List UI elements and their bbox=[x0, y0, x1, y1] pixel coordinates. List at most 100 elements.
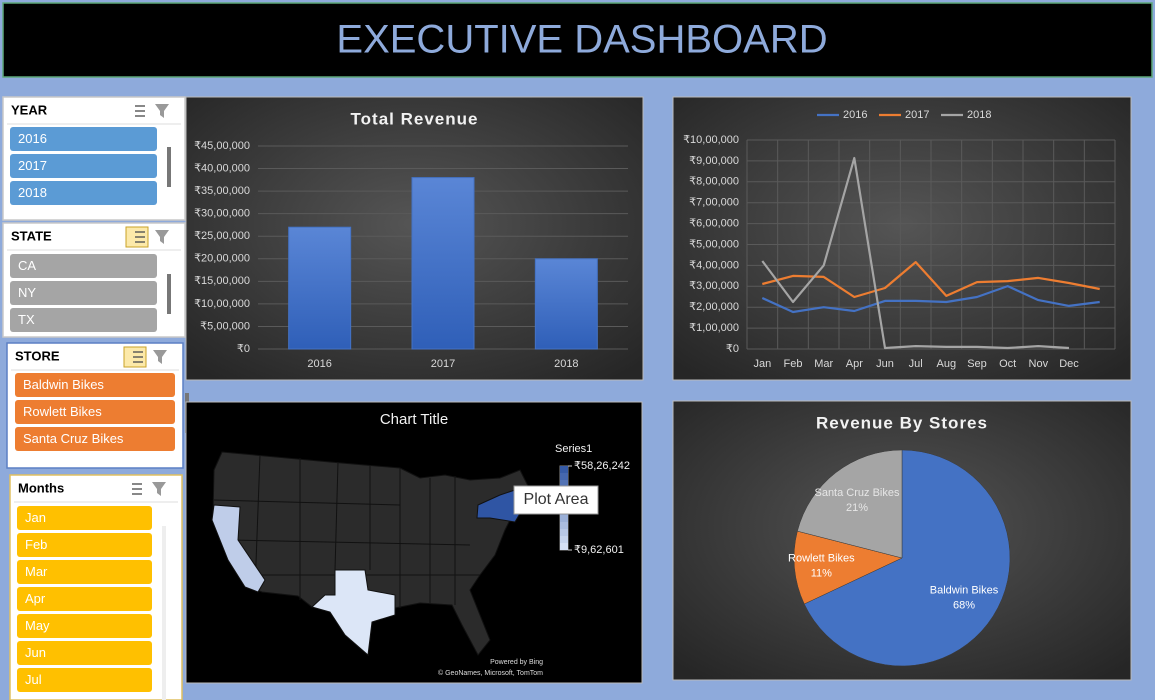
chart-title: Chart Title bbox=[380, 411, 448, 428]
slicer-scrollbar bbox=[167, 274, 171, 314]
slicer-item-label[interactable]: May bbox=[25, 618, 50, 633]
slicer-item[interactable] bbox=[15, 400, 175, 424]
pie-slice bbox=[797, 449, 903, 559]
dashboard-title: EXECUTIVE DASHBOARD bbox=[336, 18, 827, 62]
x-tick-label: Nov bbox=[1029, 358, 1049, 370]
y-tick-label: ₹8,00,000 bbox=[689, 176, 739, 188]
x-tick-label: Sep bbox=[967, 358, 987, 370]
chart-area bbox=[672, 96, 1132, 381]
slicer-item-label[interactable]: Feb bbox=[25, 537, 47, 552]
slicer: STORE Baldwin Bikes Rowlett Bikes Santa Cru… bbox=[6, 342, 189, 469]
color-scale-step bbox=[560, 466, 568, 473]
slicer-item-label[interactable]: Baldwin Bikes bbox=[23, 377, 104, 392]
slicer-item-label[interactable]: Jun bbox=[25, 645, 46, 660]
slicer-item[interactable] bbox=[15, 373, 175, 397]
bar bbox=[534, 258, 598, 350]
y-tick-label: ₹15,00,000 bbox=[194, 275, 250, 287]
slicer-item[interactable] bbox=[10, 127, 157, 151]
slicer-item-label[interactable]: Jul bbox=[25, 672, 42, 687]
y-tick-label: ₹1,00,000 bbox=[689, 322, 739, 334]
slicer-title: Months bbox=[18, 480, 64, 495]
slicer: STATE CA NY TX bbox=[2, 222, 186, 338]
slicer-title: YEAR bbox=[11, 102, 48, 117]
slicer: YEAR 2016 2017 2018 bbox=[2, 96, 186, 221]
map-region bbox=[311, 569, 396, 656]
map-region bbox=[211, 504, 266, 593]
slice-label: Baldwin Bikes bbox=[930, 584, 999, 596]
tooltip bbox=[513, 485, 599, 515]
chart-title: Revenue By Stores bbox=[816, 413, 988, 432]
y-tick-label: ₹30,00,000 bbox=[194, 208, 250, 220]
slicer-item-label[interactable]: Apr bbox=[25, 591, 46, 606]
slicer-item-label[interactable]: Santa Cruz Bikes bbox=[23, 431, 124, 446]
slicer-item[interactable] bbox=[10, 254, 157, 278]
x-tick-label: Feb bbox=[784, 358, 803, 370]
map-credit: Powered by Bing bbox=[490, 659, 543, 666]
x-tick-label: Apr bbox=[846, 358, 863, 370]
y-tick-label: ₹20,00,000 bbox=[194, 253, 250, 265]
y-tick-label: ₹0 bbox=[237, 343, 250, 355]
legend-title: Series1 bbox=[555, 443, 592, 455]
slicer-item[interactable] bbox=[10, 308, 157, 332]
map-credit: © GeoNames, Microsoft, TomTom bbox=[438, 669, 543, 677]
slicer-item[interactable] bbox=[17, 533, 152, 557]
slicer-item-label[interactable]: CA bbox=[18, 258, 36, 273]
y-tick-label: ₹5,00,000 bbox=[200, 320, 250, 332]
slicer-item-label[interactable]: Mar bbox=[25, 564, 48, 579]
slicer-item-label[interactable]: Rowlett Bikes bbox=[23, 404, 102, 419]
clear-filter-icon[interactable] bbox=[153, 350, 167, 364]
slicer-item-label[interactable]: NY bbox=[18, 285, 36, 300]
state-border bbox=[334, 461, 339, 571]
slicer-item[interactable] bbox=[17, 641, 152, 665]
y-tick-label: ₹10,00,000 bbox=[194, 298, 250, 310]
slicer-item[interactable] bbox=[17, 560, 152, 584]
state-border bbox=[213, 499, 401, 506]
slice-value-label: 21% bbox=[846, 502, 868, 514]
state-border bbox=[229, 539, 471, 546]
slicer-item[interactable] bbox=[10, 154, 157, 178]
x-tick-label: Oct bbox=[999, 358, 1016, 370]
y-tick-label: ₹7,00,000 bbox=[689, 197, 739, 209]
y-tick-label: ₹35,00,000 bbox=[194, 185, 250, 197]
x-tick-label: Jun bbox=[876, 358, 894, 370]
y-tick-label: ₹5,00,000 bbox=[689, 238, 739, 250]
clear-filter-icon[interactable] bbox=[152, 482, 166, 496]
y-tick-label: ₹3,00,000 bbox=[689, 280, 739, 292]
pie-slice bbox=[793, 530, 903, 605]
clear-filter-icon[interactable] bbox=[155, 104, 169, 118]
slicer-title: STORE bbox=[15, 348, 60, 363]
slicer-item-label[interactable]: Jan bbox=[25, 510, 46, 525]
chart-title: Total Revenue bbox=[351, 109, 479, 128]
slicer-item-label[interactable]: TX bbox=[18, 312, 35, 327]
slicer-item[interactable] bbox=[15, 427, 175, 451]
x-tick-label: Jul bbox=[909, 358, 923, 370]
y-tick-label: ₹40,00,000 bbox=[194, 162, 250, 174]
color-tick-label: ₹58,26,242 bbox=[574, 460, 630, 472]
slicer-item[interactable] bbox=[10, 281, 157, 305]
y-tick-label: ₹25,00,000 bbox=[194, 230, 250, 242]
slicer-item-label[interactable]: 2016 bbox=[18, 131, 47, 146]
y-tick-label: ₹4,00,000 bbox=[689, 259, 739, 271]
slicer-item[interactable] bbox=[17, 668, 152, 692]
bar bbox=[411, 177, 475, 350]
color-scale-step bbox=[560, 522, 568, 529]
slicer-item[interactable] bbox=[17, 506, 152, 530]
slicer-item[interactable] bbox=[17, 614, 152, 638]
bar bbox=[288, 226, 352, 350]
slicer-item[interactable] bbox=[10, 181, 157, 205]
clear-filter-icon[interactable] bbox=[155, 230, 169, 244]
slice-label: Santa Cruz Bikes bbox=[814, 487, 899, 499]
slice-value-label: 11% bbox=[811, 568, 832, 580]
x-tick-label: Jan bbox=[753, 358, 771, 370]
y-tick-label: ₹6,00,000 bbox=[689, 218, 739, 230]
y-tick-label: ₹10,00,000 bbox=[683, 134, 739, 146]
x-tick-label: 2017 bbox=[431, 358, 455, 370]
slicer-item-label[interactable]: 2017 bbox=[18, 158, 47, 173]
slicer-item-label[interactable]: 2018 bbox=[18, 185, 47, 200]
slice-label: Rowlett Bikes bbox=[788, 553, 855, 565]
color-scale-step bbox=[560, 536, 568, 543]
slicer: Months Jan Feb Mar Apr May Jun Jul bbox=[9, 474, 183, 700]
tooltip-text: Plot Area bbox=[524, 491, 589, 508]
slicer-item[interactable] bbox=[17, 587, 152, 611]
series-line bbox=[762, 261, 1100, 299]
